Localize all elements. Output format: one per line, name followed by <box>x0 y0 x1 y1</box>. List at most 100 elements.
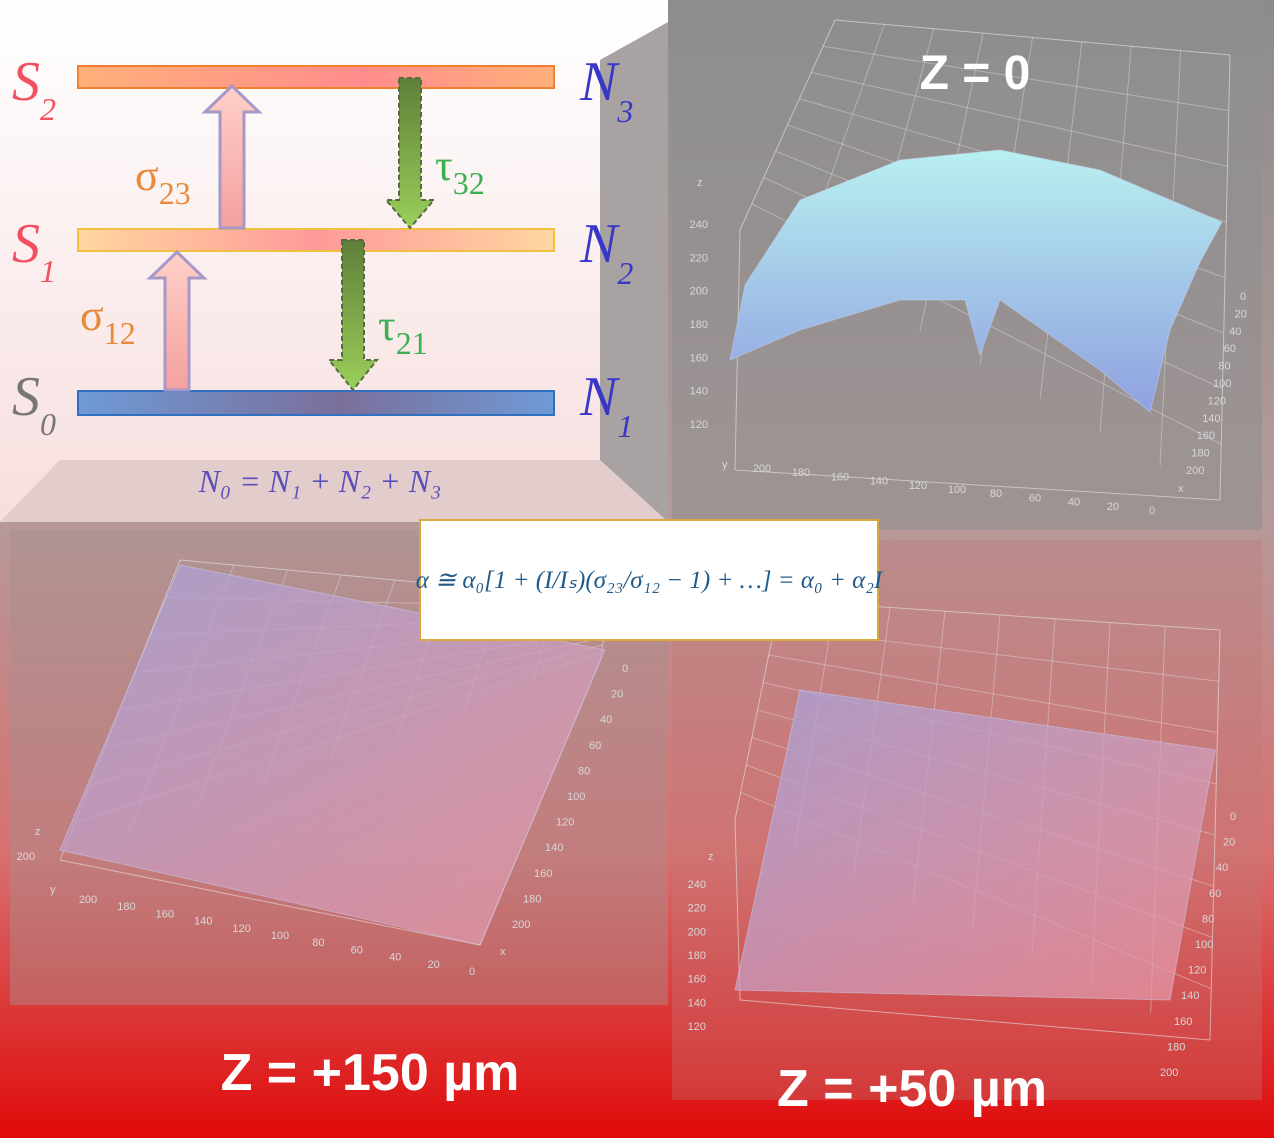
tick-label: 80 <box>1218 361 1230 373</box>
population-label: N1 <box>579 366 633 444</box>
tick-label: 120 <box>688 1021 706 1033</box>
sub: 23 <box>159 175 191 211</box>
tick-label: 80 <box>990 488 1002 500</box>
tick-label: 20 <box>1107 501 1119 513</box>
level-label: S1 <box>12 213 56 289</box>
symbol: σ <box>135 151 159 200</box>
tick-label: 160 <box>1174 1016 1192 1028</box>
tick-label: 240 <box>688 879 706 891</box>
tick-label: 160 <box>831 471 849 483</box>
transition-label: τ21 <box>378 301 428 361</box>
sub: 12 <box>104 315 136 351</box>
tick-label: 180 <box>688 950 706 962</box>
tick-label: 200 <box>1160 1067 1178 1079</box>
tick-label: 0 <box>469 966 475 978</box>
tick-label: 80 <box>1202 913 1214 925</box>
tick-label: 120 <box>556 817 574 829</box>
tick-label: 240 <box>690 219 708 231</box>
tick-label: 100 <box>1213 378 1231 390</box>
tick-label: 40 <box>1229 326 1241 338</box>
symbol: σ <box>80 291 104 340</box>
tick-label: 40 <box>389 952 401 964</box>
tick-label: 180 <box>1167 1041 1185 1053</box>
panel-label: Z = 0 <box>920 47 1031 100</box>
tick-label: 160 <box>156 908 174 920</box>
tick-label: 100 <box>948 484 966 496</box>
population: N <box>579 213 620 275</box>
tick-label: 160 <box>688 974 706 986</box>
tick-label: 140 <box>870 476 888 488</box>
energy-diagram: S2 S1 S0 N3 N2 N1 σ23 σ12 τ32 τ21 N₀ = N… <box>0 0 668 522</box>
tick-label: 180 <box>690 319 708 331</box>
tick-label: 200 <box>17 851 35 863</box>
sub: 32 <box>453 165 485 201</box>
tick-label: 20 <box>1223 837 1235 849</box>
axis-label: z <box>697 177 703 189</box>
conservation: N₀ = N₁ + N₂ + N₃ <box>198 463 442 499</box>
tick-label: 120 <box>909 480 927 492</box>
tick-label: 60 <box>351 944 363 956</box>
tick-label: 120 <box>1208 395 1226 407</box>
tick-label: 120 <box>690 419 708 431</box>
wireframe <box>768 654 1218 733</box>
population-sub: 3 <box>616 93 633 129</box>
tick-label: 160 <box>1197 430 1215 442</box>
tick-label: 140 <box>690 386 708 398</box>
tick-label: 180 <box>1191 448 1209 460</box>
tick-label: 40 <box>600 714 612 726</box>
sub: 21 <box>396 325 428 361</box>
wireframe <box>739 19 836 231</box>
tick-label: 120 <box>1188 965 1206 977</box>
population-sub: 1 <box>617 408 633 444</box>
tick-label: 160 <box>690 352 708 364</box>
state: S <box>12 213 40 275</box>
wireframe <box>1219 54 1231 501</box>
surface <box>59 564 606 946</box>
tick-label: 100 <box>271 930 289 942</box>
axis-label: z <box>708 851 714 863</box>
tick-label: 140 <box>688 997 706 1009</box>
wireframe <box>1209 629 1221 1041</box>
arrow-down <box>383 77 437 230</box>
tick-label: 0 <box>1230 811 1236 823</box>
wireframe <box>734 469 1221 501</box>
axis-label: y <box>722 459 728 471</box>
tick-label: 80 <box>312 937 324 949</box>
tick-label: 140 <box>194 916 212 928</box>
axis-label: x <box>1178 483 1184 495</box>
formula-box <box>419 519 879 641</box>
tick-label: 180 <box>792 467 810 479</box>
level-label: S0 <box>12 366 56 442</box>
tick-label: 40 <box>1068 497 1080 509</box>
tick-label: 100 <box>1195 939 1213 951</box>
transition-label: τ32 <box>435 141 485 201</box>
tick-label: 200 <box>690 286 708 298</box>
arrow-down <box>326 239 380 392</box>
tick-label: 0 <box>1149 505 1155 517</box>
surface <box>734 689 1216 1001</box>
level-bar <box>77 65 555 89</box>
tick-label: 20 <box>427 959 439 971</box>
tick-label: 0 <box>622 663 628 675</box>
axis-label: y <box>50 884 56 896</box>
wireframe <box>59 859 481 946</box>
transition-label: σ23 <box>135 151 191 211</box>
diagram-floor <box>0 460 668 522</box>
transition-label: σ12 <box>80 291 136 351</box>
state-sub: 1 <box>40 253 56 289</box>
tick-label: 0 <box>1240 291 1246 303</box>
tick-label: 100 <box>567 791 585 803</box>
tick-label: 200 <box>1186 465 1204 477</box>
tick-label: 40 <box>1216 862 1228 874</box>
tick-label: 200 <box>753 463 771 475</box>
formula: α ≅ α₀[1 + (I/Iₛ)(σ₂₃/σ₁₂ − 1) + …] = α₀… <box>416 567 884 594</box>
state-sub: 0 <box>40 406 56 442</box>
tick-label: 140 <box>1181 990 1199 1002</box>
population-sub: 2 <box>617 255 633 291</box>
tick-label: 60 <box>1209 888 1221 900</box>
tick-label: 20 <box>611 689 623 701</box>
axis-label: x <box>500 946 506 958</box>
tick-label: 140 <box>545 842 563 854</box>
